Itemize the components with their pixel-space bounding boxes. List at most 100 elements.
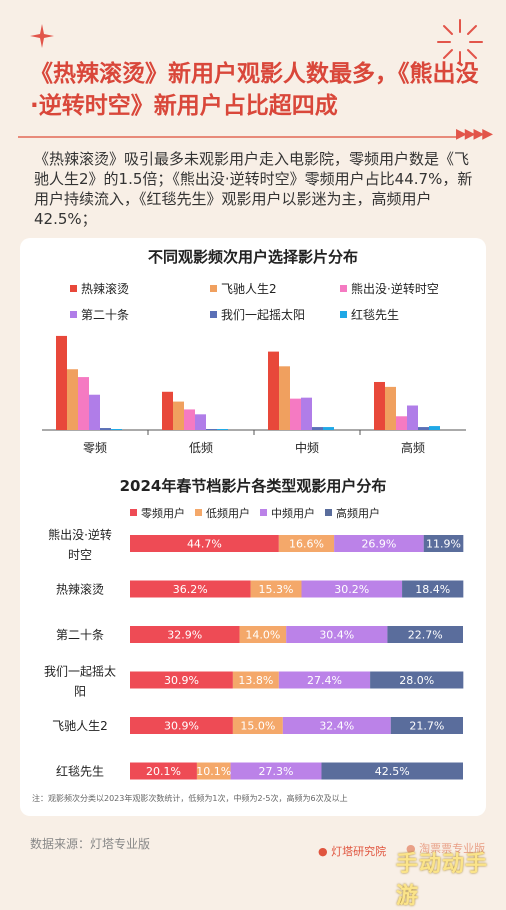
chart2-category-label: 我们一起摇太 <box>44 664 116 679</box>
chart1-bar <box>396 416 407 430</box>
chart2-segment <box>196 762 231 780</box>
chart2-data-label: 13.8% <box>238 674 273 687</box>
chart1-bar <box>184 409 195 430</box>
chart2-data-label: 32.4% <box>319 720 354 733</box>
chart1-bar <box>162 391 173 430</box>
chart1-bar <box>301 397 312 430</box>
chart2-segment <box>130 717 233 734</box>
chart1-bar <box>195 414 206 430</box>
chart2-legend-item: 零频用户 <box>130 507 185 520</box>
chart2-data-label: 30.4% <box>319 629 354 642</box>
chart2-data-label: 10.1% <box>196 765 231 778</box>
chart2-title: 2024年春节档影片各类型观影用户分布 <box>119 477 387 495</box>
legend-label: 红毯先生 <box>351 308 400 322</box>
chart2-data-label: 15.0% <box>240 720 275 733</box>
legend-swatch <box>70 285 77 292</box>
chart2-segment <box>130 535 279 552</box>
chart1-bar <box>206 429 217 430</box>
frequency-bar-chart: 零频 低频 中频 高频 <box>42 335 466 455</box>
footnote: 注：观影频次分类以2023年观影次数统计，低频为1次，中频为2-5次，高频为6次… <box>32 794 348 803</box>
chart2-segment <box>387 626 463 643</box>
chart2-segment <box>230 762 322 780</box>
legend-swatch <box>130 509 137 516</box>
chart1-bar <box>312 427 323 430</box>
chart1-bar <box>385 386 396 430</box>
chart-card: 不同观影频次用户选择影片分布 热辣滚烫 飞驰人生2 熊出没·逆转时空 第二十条 我们一起… <box>20 238 486 816</box>
chart2-data-label: 27.3% <box>259 765 294 778</box>
chart2-segment <box>334 535 424 552</box>
legend-label: 飞驰人生2 <box>221 282 277 296</box>
chart2-category-label: 第二十条 <box>56 628 104 642</box>
chart2-legend-item: 高频用户 <box>325 507 380 520</box>
chart2-data-label: 30.2% <box>334 583 369 596</box>
legend-swatch <box>195 509 202 516</box>
brand-logo-secondary: ● 淘票票专业版 <box>406 842 486 855</box>
chart1-category-label: 低频 <box>189 441 213 455</box>
brand-logo: ● 灯塔研究院 <box>318 845 387 858</box>
chart2-segment <box>390 717 463 734</box>
chart1-bar <box>56 335 67 430</box>
chart1-bar <box>100 428 111 430</box>
chart2-category-label: 热辣滚烫 <box>56 582 104 597</box>
chart2-segment <box>321 762 463 780</box>
chart2-segment <box>130 762 197 780</box>
legend-label: 高频用户 <box>336 507 380 520</box>
chart2-data-label: 28.0% <box>399 674 434 687</box>
user-type-stacked-chart: 44.7% 16.6% 26.9% 11.9% 熊出没·逆转时空 36.2% 15.3% 30… <box>44 527 464 780</box>
chart1-bar <box>78 377 89 430</box>
chart1-legend-item: 第二十条 <box>70 306 129 323</box>
chart2-segment <box>130 671 233 689</box>
chart1-bar <box>89 394 100 430</box>
legend-label: 低频用户 <box>206 507 250 520</box>
chart2-legend: 零频用户 低频用户 中频用户 高频用户 <box>130 505 390 521</box>
chart2-legend-item: 中频用户 <box>260 507 315 520</box>
watermark: 手动动手游 <box>396 852 489 909</box>
chart2-segment <box>250 580 302 598</box>
chart1-bar <box>173 401 184 430</box>
legend-label: 熊出没·逆转时空 <box>351 282 439 296</box>
chart2-category-label: 飞驰人生2 <box>52 719 108 733</box>
chart2-segment <box>286 626 388 643</box>
chart2-data-label: 11.9% <box>426 538 461 551</box>
chart1-title: 不同观影频次用户选择影片分布 <box>147 248 358 266</box>
brand-name-secondary: 淘票票专业版 <box>419 842 486 855</box>
legend-label: 零频用户 <box>141 507 185 520</box>
chart1-bar <box>418 427 429 430</box>
chevron-arrows-icon: ▶▶▶▶ <box>456 126 493 142</box>
chart2-data-label: 22.7% <box>408 629 443 642</box>
chart2-category-label-cont: 时空 <box>68 548 92 562</box>
chart1-bar <box>374 381 385 430</box>
chart2-segment <box>370 671 464 689</box>
legend-label: 热辣滚烫 <box>81 282 130 296</box>
chart2-data-label: 14.0% <box>245 629 280 642</box>
intro-text: 《热辣滚烫》吸引最多未观影用户走入电影院，零频用户数是《飞驰人生2》的1.5倍；… <box>34 150 473 228</box>
chart2-segment <box>301 580 403 598</box>
chart2-legend-item: 低频用户 <box>195 507 250 520</box>
chart2-data-label: 21.7% <box>409 720 444 733</box>
chart2-segment <box>278 671 371 689</box>
brand-name: 灯塔研究院 <box>331 845 387 858</box>
sparkle-left-icon <box>30 24 54 48</box>
chart2-data-label: 16.6% <box>289 538 324 551</box>
chart2-data-label: 18.4% <box>415 583 450 596</box>
data-source: 数据来源：灯塔专业版 <box>30 837 151 851</box>
chart1-category-label: 高频 <box>401 440 425 455</box>
chart2-data-label: 26.9% <box>361 538 396 551</box>
chart1-bar <box>279 366 290 430</box>
chart2-data-label: 42.5% <box>375 765 410 778</box>
legend-swatch <box>325 509 332 516</box>
chart1-legend-item: 我们一起摇太阳 <box>210 306 305 323</box>
chart2-data-label: 30.9% <box>164 720 199 733</box>
chart2-data-label: 27.4% <box>307 674 342 687</box>
chart1-category-label: 零频 <box>83 441 107 455</box>
chart1-legend-item: 红毯先生 <box>340 306 399 323</box>
chart2-segment <box>282 717 391 734</box>
legend-swatch <box>210 311 217 318</box>
chart2-category-label: 红毯先生 <box>56 764 104 779</box>
chart2-segment <box>232 717 283 734</box>
chart1-bar <box>407 405 418 430</box>
chart2-category-label: 熊出没·逆转 <box>48 527 112 542</box>
chart2-segment <box>130 626 240 643</box>
chart2-data-label: 44.7% <box>187 538 222 551</box>
page-title: 《热辣滚烫》新用户观影人数最多，《熊出没·逆转时空》新用户占比超四成 <box>30 61 479 119</box>
